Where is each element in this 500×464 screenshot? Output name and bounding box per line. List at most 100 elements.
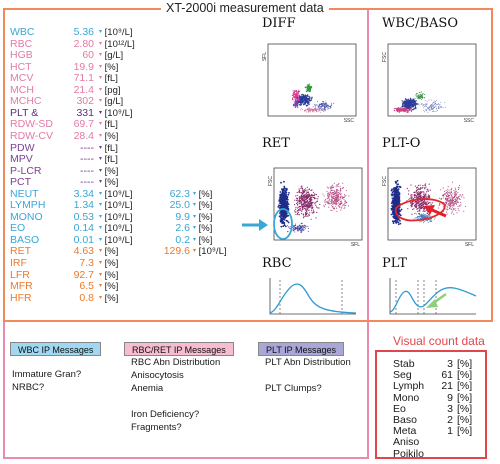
diff-title: DIFF — [262, 16, 296, 31]
parameter-value: 7.3 — [79, 257, 94, 269]
red-arrow-icon — [424, 205, 435, 215]
scatter-cluster — [401, 97, 419, 111]
parameter-unit-secondary: ▾ [%] — [193, 211, 213, 223]
ip-message-item: NRBC? — [12, 382, 45, 393]
scatter-cluster — [292, 99, 299, 108]
parameter-name: P-LCR — [10, 164, 42, 177]
rbc-ip-message-list: RBC Abn Distribution Anisocytosis Anemia I… — [131, 356, 220, 434]
parameter-name: NEUT — [10, 187, 39, 200]
rbc-histogram-title: RBC — [262, 256, 292, 271]
parameter-value: 0.53 — [73, 210, 94, 223]
flag-marker: ▾ — [99, 271, 103, 278]
plt-histogram — [389, 278, 477, 315]
ret-plot: RET FSC SFL — [240, 134, 372, 248]
parameter-value: 69.7 — [73, 118, 94, 131]
parameter-value: 331 — [76, 106, 94, 119]
flag-marker: ▾ — [99, 167, 103, 174]
parameter-unit: ▾ [%] — [99, 130, 119, 142]
parameter-unit: ▾ [%] — [99, 165, 119, 177]
visual-count-unit: [%] — [457, 425, 473, 438]
visual-count-name: Baso — [393, 414, 417, 426]
visual-count-unit: [%] — [457, 402, 473, 415]
flag-marker: ▾ — [99, 52, 103, 59]
parameter-value: 21.4 — [73, 83, 94, 96]
rbc-ret-ip-messages-button[interactable]: RBC/RET IP Messages — [124, 342, 234, 356]
parameter-value: 4.63 — [73, 245, 94, 258]
flag-marker: ▾ — [99, 29, 103, 35]
parameter-value: 302 — [76, 95, 94, 108]
wbc-baso-scattergram: FSC SSC — [382, 43, 477, 124]
x-axis-label: SFL — [465, 242, 474, 248]
parameter-unit: ▾ [pg] — [99, 84, 121, 96]
flag-marker: ▾ — [193, 236, 197, 243]
plt-histogram-plot: PLT — [372, 252, 492, 322]
flag-marker: ▾ — [99, 248, 103, 255]
parameter-name: MONO — [10, 210, 43, 223]
visual-count-unit: [%] — [457, 369, 473, 382]
scatter-cluster — [390, 179, 403, 226]
scatter-cluster — [294, 185, 321, 220]
parameter-unit: ▾ [10⁹/L] — [99, 234, 133, 246]
parameter-unit-secondary: ▾ [%] — [193, 223, 213, 235]
parameter-unit: ▾ [10⁹/L] — [99, 188, 133, 200]
diff-plot: DIFF SFL SSC — [252, 16, 372, 126]
scatter-cluster — [393, 107, 413, 114]
scatter-cluster — [419, 99, 446, 113]
ip-message-item — [131, 395, 220, 408]
plt-o-title: PLT-O — [382, 136, 421, 151]
flag-marker: ▾ — [193, 213, 197, 220]
scatter-cluster — [312, 101, 335, 112]
visual-count-name: Mono — [393, 391, 420, 404]
parameter-name: PDW — [10, 141, 35, 154]
parameter-value: 6.5 — [79, 280, 94, 293]
plt-ip-messages-button[interactable]: PLT IP Messages — [258, 342, 345, 356]
visual-count-value: 1 — [447, 425, 453, 438]
flag-marker: ▾ — [99, 40, 103, 47]
parameter-value-secondary: 25.0 — [169, 199, 190, 212]
flag-marker: ▾ — [99, 121, 103, 128]
ip-message-item: Iron Deficiency? — [131, 409, 200, 420]
parameter-name: HGB — [10, 49, 33, 62]
parameter-name: MCHC — [10, 95, 42, 108]
ip-message-item: Fragments? — [131, 422, 182, 433]
parameter-name: MCV — [10, 72, 34, 85]
parameter-unit: ▾ [g/L] — [99, 96, 124, 108]
parameter-unit-secondary: ▾ [10⁹/L] — [193, 246, 227, 258]
ret-scattergram: FSC SFL — [242, 167, 363, 248]
visual-count-unit: [%] — [457, 414, 473, 426]
parameter-value: 1.34 — [73, 199, 94, 212]
scatter-cluster — [295, 93, 313, 107]
parameter-unit-secondary: ▾ [%] — [193, 234, 213, 246]
visual-count-name: Eo — [393, 402, 406, 415]
visual-count-name: Stab — [393, 358, 415, 370]
parameter-name: IRF — [10, 257, 27, 269]
x-axis-label: SSC — [344, 118, 355, 124]
visual-count-value: 21 — [441, 380, 453, 393]
flag-marker: ▾ — [99, 190, 103, 197]
ret-title: RET — [262, 136, 290, 151]
scatter-cluster — [414, 91, 426, 100]
rbc-histogram-curve — [269, 283, 357, 314]
scatter-cluster — [299, 107, 326, 113]
parameter-unit: ▾ [fL] — [99, 142, 118, 154]
parameter-unit: ▾ [fL] — [99, 154, 118, 166]
flag-marker: ▾ — [99, 294, 103, 301]
visual-count-value: 2 — [447, 414, 453, 426]
parameter-value: 5.36 — [73, 26, 94, 38]
wbc-baso-title: WBC/BASO — [382, 16, 458, 31]
parameter-value: 2.80 — [73, 37, 94, 50]
parameter-unit-secondary: ▾ [%] — [193, 200, 213, 212]
parameter-value: 0.14 — [73, 222, 94, 235]
ip-message-item: Immature Gran? — [12, 369, 82, 380]
scatter-cluster — [304, 83, 313, 93]
visual-count-value: 3 — [447, 358, 453, 370]
visual-count-value: 9 — [447, 391, 453, 404]
parameter-value: 60 — [82, 49, 94, 62]
parameter-unit: ▾ [%] — [99, 269, 119, 281]
parameter-value: 92.7 — [73, 268, 94, 281]
wbc-ip-messages-button[interactable]: WBC IP Messages — [10, 342, 102, 356]
visual-count-value: 61 — [441, 369, 453, 382]
x-axis-label: SSC — [464, 118, 475, 124]
visual-count-name: Seg — [393, 369, 412, 382]
scatter-cluster — [437, 181, 467, 215]
